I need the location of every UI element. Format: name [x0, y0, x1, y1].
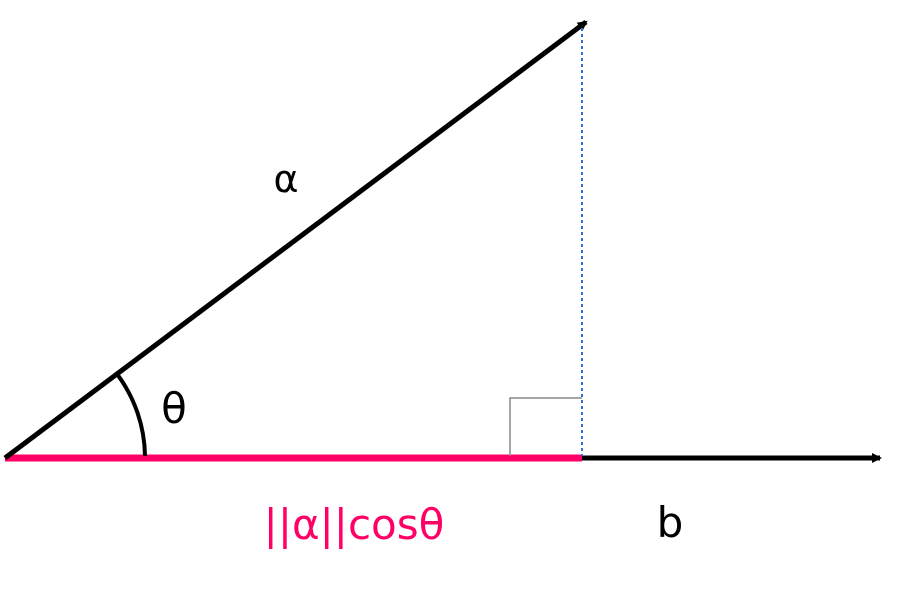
angle-theta-label: θ: [161, 384, 187, 433]
vector-a-label: α: [273, 157, 298, 201]
vector-b-label: b: [657, 498, 684, 547]
angle-arc: [115, 372, 147, 457]
projection-label: ||α||cosθ: [264, 500, 445, 549]
right-angle-marker: [509, 397, 582, 456]
vector-a-line: [3, 20, 588, 460]
